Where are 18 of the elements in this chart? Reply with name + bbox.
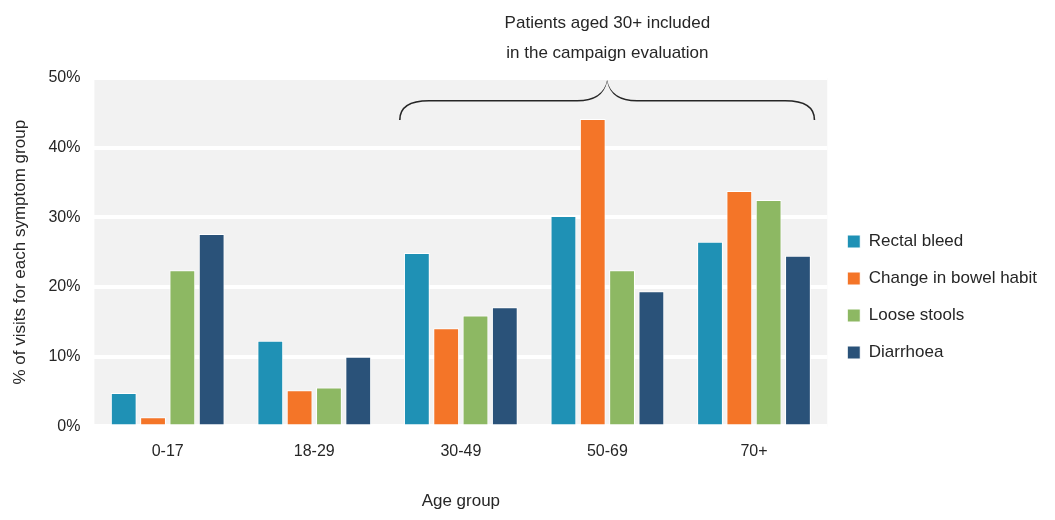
legend-label: Loose stools (868, 305, 965, 325)
x-tick-label: 70+ (740, 442, 768, 460)
legend-label: Rectal bleed (868, 231, 964, 251)
x-tick-label: 18-29 (293, 442, 335, 460)
y-tick-label: 0% (57, 416, 81, 434)
y-tick-label: 30% (48, 207, 81, 225)
legend-label: Change in bowel habit (868, 268, 1038, 288)
x-tick-label: 0-17 (151, 442, 184, 460)
y-tick-label: 10% (48, 347, 81, 365)
x-tick-label: 50-69 (586, 442, 628, 460)
y-tick-label: 50% (48, 68, 81, 86)
x-tick-label: 30-49 (440, 442, 482, 460)
legend-label: Diarrhoea (868, 342, 944, 362)
text: Patients aged 30+ included in the campaign evaluation (503, 12, 712, 64)
y-tick-label: 40% (48, 138, 81, 156)
y-axis-title: % of visits for each symptom group (9, 119, 29, 385)
x-axis-title: Age group (421, 491, 501, 511)
y-tick-label: 20% (48, 277, 81, 295)
